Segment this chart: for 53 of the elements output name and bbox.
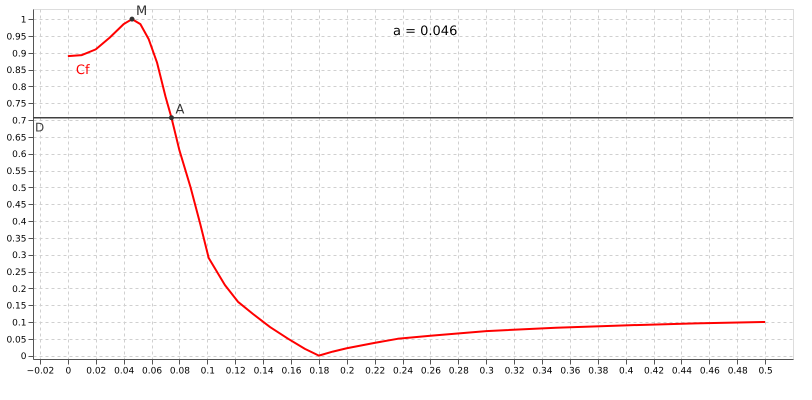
ref-line-label: D: [35, 120, 44, 135]
y-tick-label: 0.15: [6, 302, 26, 312]
x-tick-label: 0.12: [226, 366, 246, 376]
x-tick-label: 0.14: [254, 366, 274, 376]
x-tick-label: 0.34: [532, 366, 553, 376]
x-tick-label: 0.28: [448, 366, 470, 376]
x-tick-label: 0.42: [644, 366, 664, 376]
y-tick-label: 0.55: [6, 167, 26, 178]
y-tick-label: 0.1: [12, 318, 26, 328]
x-tick-label: 0.38: [588, 366, 609, 376]
y-tick-label: 0.6: [12, 150, 27, 160]
x-tick-label: 0.3: [480, 366, 494, 376]
x-tick-label: 0.1: [200, 366, 215, 376]
x-tick-label: 0.06: [142, 366, 162, 376]
y-tick-label: 0.25: [6, 268, 26, 278]
x-tick-label: 0.44: [672, 366, 692, 376]
x-tick-label: 0: [65, 366, 72, 376]
y-tick-label: 0.85: [6, 66, 26, 76]
x-tick-label: 0.48: [728, 366, 748, 376]
y-tick-label: 0.3: [12, 251, 26, 262]
x-tick-label: 0.22: [365, 366, 386, 376]
x-tick-label: 0.04: [114, 366, 134, 376]
x-tick-label: 0.2: [340, 366, 354, 376]
y-tick-label: 0.9: [12, 49, 27, 60]
x-tick-label: 0.26: [420, 366, 442, 376]
y-tick-label: 1: [20, 16, 26, 26]
x-tick-label: 0.4: [618, 366, 634, 376]
y-tick-label: 0.35: [6, 234, 26, 244]
annotation: M: [136, 4, 148, 20]
x-tick-label: 0.18: [309, 366, 330, 376]
y-tick-label: 0: [20, 352, 27, 362]
y-tick-label: 0.8: [12, 82, 27, 93]
x-tick-label: 0.08: [170, 366, 190, 376]
y-tick-label: 0.5: [12, 184, 26, 194]
x-tick-label: 0.36: [560, 366, 581, 376]
y-tick-label: 0.2: [12, 284, 26, 295]
annotation: A: [175, 102, 184, 118]
x-tick-label: 0.32: [504, 366, 525, 376]
y-tick-label: 0.7: [12, 116, 26, 127]
y-tick-label: 0.45: [6, 200, 26, 211]
series-label: Cf: [76, 63, 90, 78]
x-tick-label: 0.02: [86, 366, 106, 376]
x-tick-label: 0.16: [281, 366, 302, 376]
y-tick-label: 0.05: [6, 335, 26, 346]
x-tick-label: 0.24: [393, 366, 414, 376]
y-tick-label: 0.4: [12, 218, 27, 228]
x-tick-label: −0.02: [26, 366, 54, 376]
y-tick-label: 0.65: [6, 133, 26, 144]
y-tick-label: 0.95: [6, 32, 26, 42]
annotation: a = 0.046: [393, 24, 458, 39]
y-tick-label: 0.75: [6, 100, 26, 110]
x-tick-label: 0.5: [758, 366, 773, 376]
x-tick-label: 0.46: [700, 366, 720, 376]
